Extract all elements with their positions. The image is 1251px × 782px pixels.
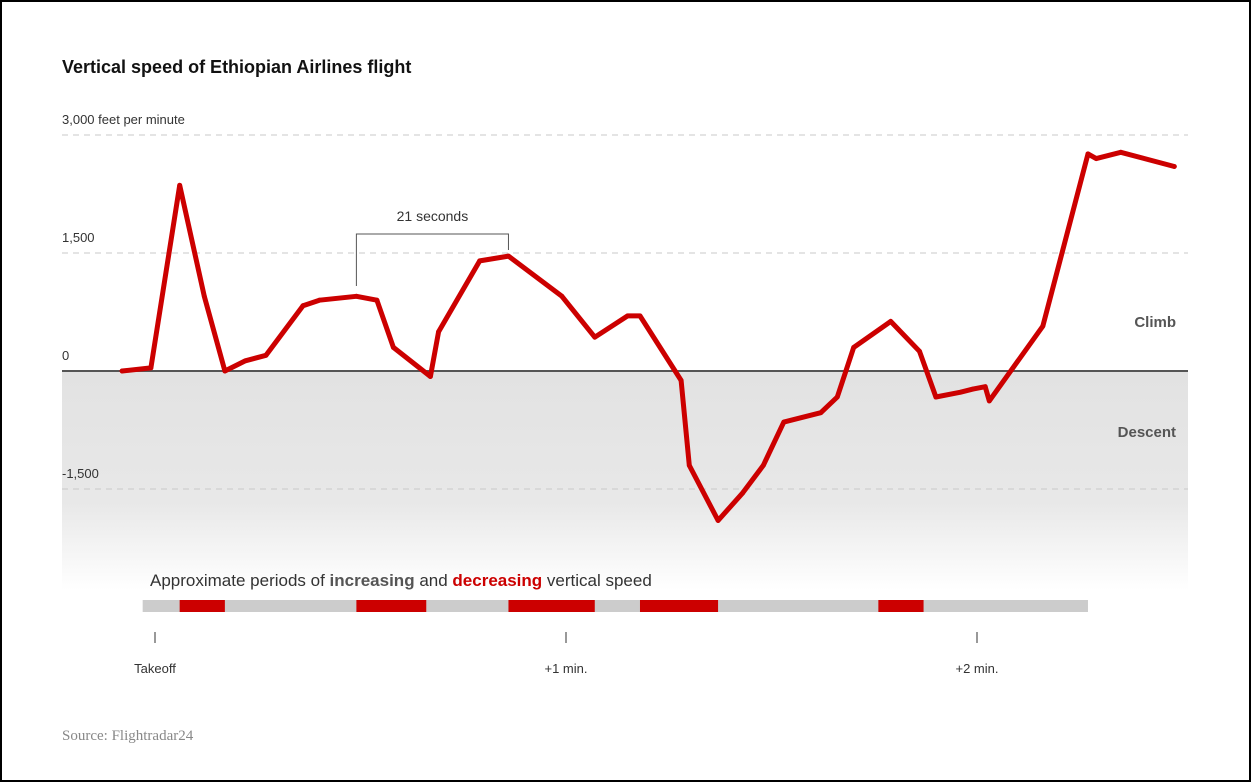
data-point [436, 329, 441, 335]
data-point [625, 313, 631, 319]
decreasing-period [878, 600, 924, 612]
data-point [1040, 323, 1046, 329]
x-tick-label: Takeoff [134, 661, 176, 676]
data-point [390, 345, 396, 350]
data-point [300, 303, 306, 309]
descent-label: Descent [1118, 424, 1176, 441]
data-point [740, 490, 746, 496]
periods-caption-increasing: increasing [330, 571, 415, 590]
data-point [374, 297, 380, 303]
data-point [243, 358, 248, 364]
data-point [686, 463, 692, 468]
annotation-bracket [355, 233, 509, 286]
y-tick-label: 0 [62, 348, 69, 363]
data-point [222, 368, 228, 374]
source-note: Source: Flightradar24 [62, 728, 194, 744]
data-point [834, 394, 840, 400]
x-tick-label: +1 min. [545, 661, 588, 676]
data-point [353, 293, 359, 299]
descent-zone [62, 371, 1188, 590]
data-point [917, 348, 922, 354]
y-tick-label: 1,500 [62, 230, 95, 245]
climb-label: Climb [1134, 314, 1176, 331]
data-point [263, 352, 269, 358]
data-point [506, 253, 511, 259]
periods-caption-suffix: vertical speed [542, 571, 652, 590]
decreasing-period [508, 600, 595, 612]
data-point [637, 313, 643, 319]
data-point [715, 518, 721, 523]
annotation-label: 21 seconds [397, 208, 469, 224]
decreasing-period [179, 600, 225, 612]
data-point [760, 463, 766, 468]
data-point [1085, 151, 1091, 157]
data-point [201, 293, 207, 299]
periods-caption-middle: and [415, 571, 453, 590]
periods-caption-prefix: Approximate periods of [150, 571, 330, 590]
data-point [851, 345, 857, 350]
data-point [559, 293, 565, 299]
data-point [148, 365, 154, 371]
data-point [427, 374, 433, 379]
data-point [678, 378, 684, 383]
data-point [477, 258, 483, 264]
periods-caption: Approximate periods of increasing and de… [150, 571, 652, 590]
data-point [317, 297, 322, 303]
chart-title: Vertical speed of Ethiopian Airlines fli… [62, 57, 412, 77]
data-point [1118, 149, 1124, 155]
data-point [177, 182, 183, 188]
periods-caption-decreasing: decreasing [452, 571, 542, 590]
data-point [592, 334, 598, 340]
data-point [970, 386, 976, 392]
data-point [888, 319, 894, 324]
x-tick-label: +2 min. [956, 661, 999, 676]
data-point [933, 394, 939, 400]
y-tick-label: 3,000 feet per minute [62, 112, 185, 127]
data-point [958, 389, 963, 395]
decreasing-period [356, 600, 427, 612]
data-point [119, 368, 125, 374]
decreasing-period [639, 600, 719, 612]
data-point [1093, 156, 1099, 162]
data-point [982, 384, 988, 390]
y-tick-label: -1,500 [62, 466, 99, 481]
data-point [1171, 164, 1177, 169]
data-point [818, 410, 824, 416]
data-point [781, 419, 787, 425]
data-point [986, 398, 992, 404]
periods-track [142, 600, 1088, 612]
